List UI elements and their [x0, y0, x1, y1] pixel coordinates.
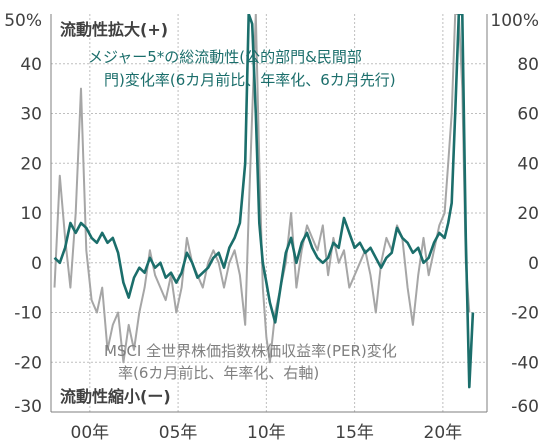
y-tick-label-left: 0 [31, 254, 42, 274]
y-tick-label-left: -20 [14, 353, 42, 373]
x-tick-label: 15年 [335, 423, 374, 443]
y-tick-label-left: 50% [4, 11, 42, 31]
y-tick-label-left: 30 [20, 105, 42, 125]
x-tick-label: 20年 [424, 423, 463, 443]
y-tick-label-left: 20 [20, 154, 42, 174]
y-tick-label-left: -30 [14, 397, 42, 417]
y-tick-label-right: -40 [511, 353, 539, 373]
y-tick-label-right: 60 [517, 105, 539, 125]
y-tick-label-right: -20 [511, 304, 539, 324]
annotation-liquidity-expansion: 流動性拡大(+) [60, 20, 168, 39]
y-tick-label-left: 40 [20, 55, 42, 75]
x-tick-label: 05年 [159, 423, 198, 443]
tick-labels: -30 -20 -10 0 10 20 30 40 50% -60 -40 -20 0 20 40 60 80 1… [4, 11, 539, 443]
annotation-teal-series-line1: メジャー5*の総流動性(公的部門&民間部 [88, 48, 362, 66]
y-tick-label-right: 0 [528, 254, 539, 274]
gridlines [51, 14, 487, 412]
series-lines [53, 14, 475, 389]
y-tick-label-right: 100% [490, 11, 539, 31]
x-tick-label: 10年 [247, 423, 286, 443]
annotation-liquidity-contraction: 流動性縮小(ー) [60, 387, 171, 406]
x-tick-label: 00年 [71, 423, 110, 443]
annotation-gray-series-line2: 率(6カ月前比、年率化、右軸) [118, 364, 319, 382]
axes [50, 14, 488, 413]
y-tick-label-right: 40 [517, 154, 539, 174]
annotation-gray-series-line1: MSCI 全世界株価指数株価収益率(PER)変化 [104, 342, 397, 360]
annotation-teal-series-line2: 門)変化率(6カ月前比、年率化、6カ月先行) [104, 71, 396, 89]
y-tick-label-right: 80 [517, 55, 539, 75]
series-line-msci-per [53, 14, 471, 364]
series-line-total-liquidity [53, 14, 475, 389]
y-tick-label-right: 20 [517, 204, 539, 224]
y-tick-label-right: -60 [511, 397, 539, 417]
y-tick-label-left: -10 [14, 304, 42, 324]
y-tick-label-left: 10 [20, 204, 42, 224]
